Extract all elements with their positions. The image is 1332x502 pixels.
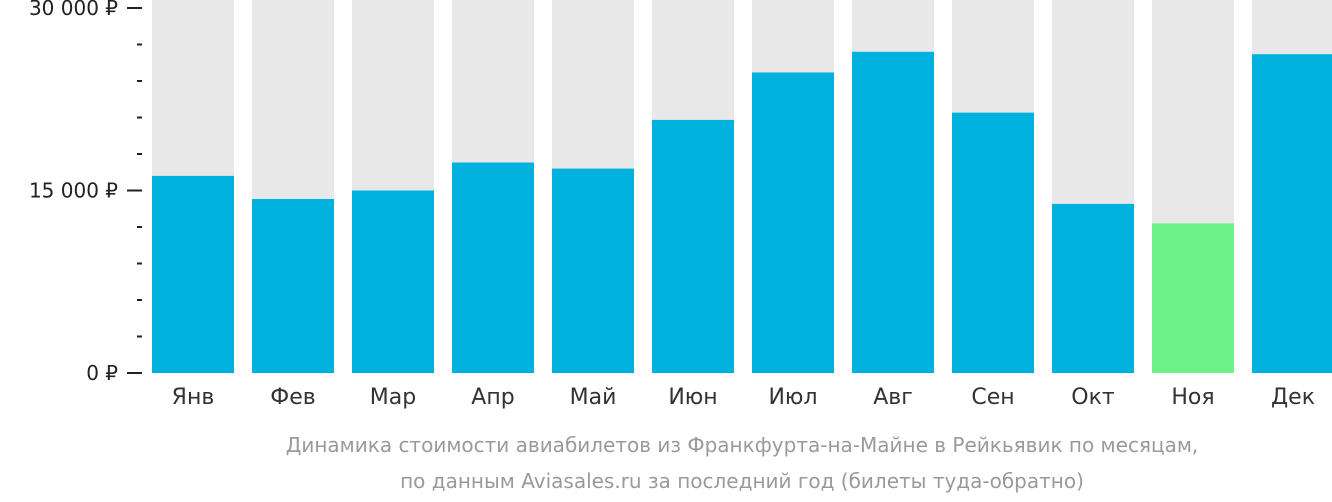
x-tick-label: Сен: [971, 385, 1014, 410]
x-tick-label: Дек: [1271, 385, 1315, 410]
x-tick-label: Ноя: [1171, 385, 1214, 410]
x-tick-label: Фев: [270, 385, 315, 410]
x-tick-label: Май: [570, 385, 617, 410]
x-tick-label: Мар: [370, 385, 416, 410]
chart-caption-line-2: по данным Aviasales.ru за последний год …: [400, 469, 1084, 493]
bar-11: [1252, 54, 1332, 373]
bar-6: [752, 72, 834, 373]
bar-3: [452, 162, 534, 373]
x-tick-label: Янв: [172, 385, 215, 410]
x-tick-label: Окт: [1071, 385, 1115, 410]
bar-7: [852, 51, 934, 374]
bar-10: [1152, 223, 1234, 373]
bar-0: [152, 175, 234, 373]
bar-1: [252, 199, 334, 373]
bar-5: [652, 119, 734, 373]
bar-4: [552, 168, 634, 373]
x-tick-label: Авг: [873, 385, 913, 410]
bar-9: [1052, 203, 1134, 373]
chart-caption-line-1: Динамика стоимости авиабилетов из Франкф…: [285, 433, 1199, 457]
y-tick-label: 30 000 ₽: [29, 0, 118, 20]
bar-8: [952, 112, 1034, 373]
bar-2: [352, 190, 434, 373]
x-tick-label: Июн: [668, 385, 717, 410]
data-bars: [152, 51, 1332, 374]
y-axis: 0 ₽ 15 000 ₽ 30 000 ₽: [29, 0, 142, 385]
x-tick-label: Июл: [768, 385, 817, 410]
x-axis-labels: Янв Фев Мар Апр Май Июн Июл Авг Сен Окт Ноя Дек: [172, 385, 1315, 410]
bar-chart: 0 ₽ 15 000 ₽ 30 000 ₽ Янв Фев Мар Апр Май Июн Ию…: [29, 0, 1332, 410]
x-tick-label: Апр: [471, 385, 514, 410]
y-tick-label: 15 000 ₽: [29, 179, 118, 203]
y-tick-label: 0 ₽: [86, 361, 118, 385]
